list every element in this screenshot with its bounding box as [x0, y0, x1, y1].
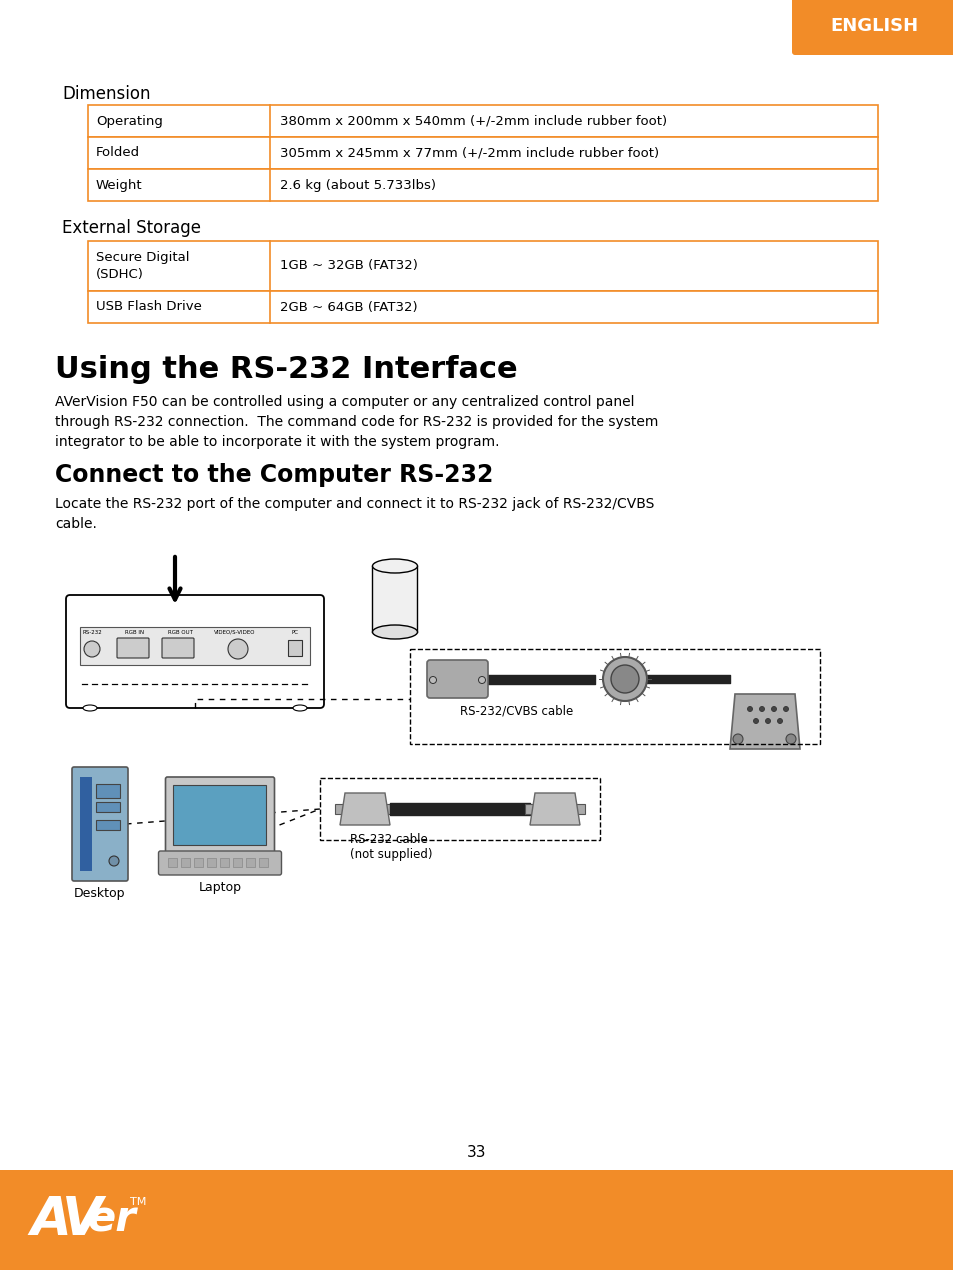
Bar — [524, 804, 535, 814]
Text: 305mm x 245mm x 77mm (+/-2mm include rubber foot): 305mm x 245mm x 77mm (+/-2mm include rub… — [280, 146, 659, 160]
Circle shape — [747, 706, 752, 711]
Circle shape — [771, 706, 776, 711]
FancyBboxPatch shape — [158, 851, 281, 875]
Text: 2.6 kg (about 5.733lbs): 2.6 kg (about 5.733lbs) — [280, 179, 436, 192]
Text: Using the RS-232 Interface: Using the RS-232 Interface — [55, 356, 517, 384]
Circle shape — [732, 734, 742, 744]
Bar — [88, 169, 877, 201]
Text: Operating: Operating — [96, 114, 163, 127]
Text: Connect to the Computer RS-232: Connect to the Computer RS-232 — [55, 464, 493, 486]
Text: 33: 33 — [467, 1146, 486, 1160]
Bar — [96, 801, 120, 812]
Bar — [0, 1170, 953, 1270]
Polygon shape — [530, 792, 579, 826]
Circle shape — [602, 657, 646, 701]
Bar — [181, 859, 191, 867]
Text: AVerVision F50 can be controlled using a computer or any centralized control pan: AVerVision F50 can be controlled using a… — [55, 395, 658, 450]
Circle shape — [109, 856, 119, 866]
Text: External Storage: External Storage — [62, 218, 201, 237]
Bar — [96, 784, 120, 798]
Bar — [96, 820, 120, 831]
Text: PC: PC — [292, 630, 298, 635]
Text: er: er — [88, 1199, 136, 1241]
Text: Secure Digital
(SDHC): Secure Digital (SDHC) — [96, 251, 190, 281]
FancyBboxPatch shape — [117, 638, 149, 658]
Circle shape — [759, 706, 763, 711]
Bar — [220, 859, 230, 867]
Bar — [410, 649, 820, 744]
Circle shape — [610, 665, 639, 693]
Text: A: A — [30, 1194, 71, 1246]
Text: Folded: Folded — [96, 146, 140, 160]
Text: Locate the RS-232 port of the computer and connect it to RS-232 jack of RS-232/C: Locate the RS-232 port of the computer a… — [55, 497, 654, 531]
Bar — [246, 859, 255, 867]
Circle shape — [84, 641, 100, 657]
Text: RS-232/CVBS cable: RS-232/CVBS cable — [459, 705, 573, 718]
Text: Dimension: Dimension — [62, 85, 151, 103]
Bar — [88, 291, 877, 323]
Text: 1GB ~ 32GB (FAT32): 1GB ~ 32GB (FAT32) — [280, 259, 417, 273]
Text: RGB IN: RGB IN — [125, 630, 145, 635]
Bar — [372, 566, 417, 632]
Polygon shape — [339, 792, 390, 826]
Text: 2GB ~ 64GB (FAT32): 2GB ~ 64GB (FAT32) — [280, 301, 417, 314]
FancyBboxPatch shape — [71, 767, 128, 881]
FancyBboxPatch shape — [427, 660, 488, 698]
Circle shape — [478, 677, 485, 683]
Bar — [335, 804, 345, 814]
Bar — [88, 241, 877, 291]
Ellipse shape — [83, 705, 97, 711]
Circle shape — [228, 639, 248, 659]
Bar — [476, 671, 486, 685]
Bar — [319, 779, 599, 839]
Text: 380mm x 200mm x 540mm (+/-2mm include rubber foot): 380mm x 200mm x 540mm (+/-2mm include ru… — [280, 114, 666, 127]
FancyBboxPatch shape — [162, 638, 193, 658]
Text: Desktop: Desktop — [74, 886, 126, 900]
Text: ENGLISH: ENGLISH — [829, 17, 918, 36]
Circle shape — [782, 706, 788, 711]
Circle shape — [429, 677, 436, 683]
Bar — [208, 859, 216, 867]
Ellipse shape — [372, 625, 417, 639]
Bar — [385, 804, 395, 814]
Bar — [233, 859, 242, 867]
Bar — [80, 777, 91, 871]
FancyBboxPatch shape — [165, 777, 274, 853]
Bar — [288, 640, 302, 657]
Bar — [259, 859, 268, 867]
Bar — [194, 859, 203, 867]
Text: V: V — [62, 1194, 103, 1246]
Text: TM: TM — [130, 1198, 146, 1206]
Bar — [88, 137, 877, 169]
Bar — [575, 804, 584, 814]
FancyBboxPatch shape — [66, 596, 324, 707]
Circle shape — [753, 719, 758, 724]
Text: VIDEO/S-VIDEO: VIDEO/S-VIDEO — [214, 630, 255, 635]
Circle shape — [785, 734, 795, 744]
Circle shape — [777, 719, 781, 724]
Bar — [169, 859, 177, 867]
Circle shape — [764, 719, 770, 724]
Text: Weight: Weight — [96, 179, 143, 192]
Bar — [173, 785, 266, 845]
Text: RGB OUT: RGB OUT — [168, 630, 193, 635]
Text: RS-232 cable
(not supplied): RS-232 cable (not supplied) — [350, 833, 432, 861]
Bar — [80, 627, 310, 665]
Text: Laptop: Laptop — [198, 881, 241, 894]
Text: USB Flash Drive: USB Flash Drive — [96, 301, 202, 314]
Text: RS-232: RS-232 — [82, 630, 102, 635]
Ellipse shape — [293, 705, 307, 711]
Ellipse shape — [372, 559, 417, 573]
Bar — [88, 105, 877, 137]
Polygon shape — [729, 693, 800, 749]
FancyBboxPatch shape — [791, 0, 953, 55]
Bar — [428, 671, 437, 685]
